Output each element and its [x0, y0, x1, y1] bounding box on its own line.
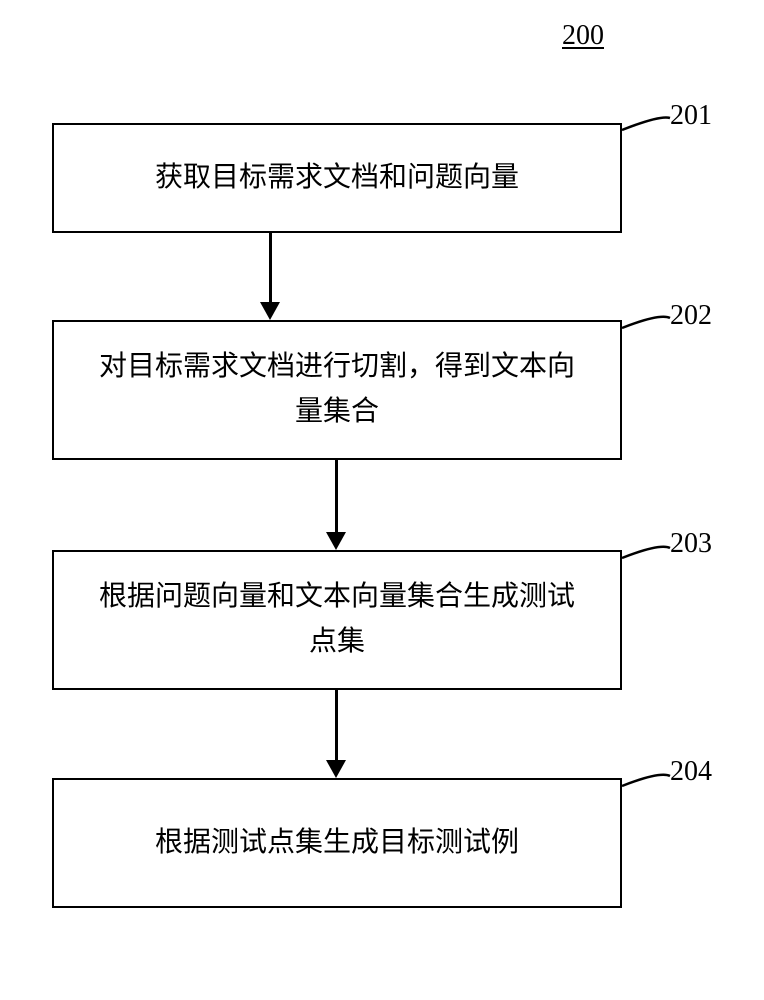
leader-204 — [0, 0, 764, 1000]
arrow-line-n2-n3 — [335, 460, 338, 532]
arrow-head-n1-n2 — [260, 302, 280, 320]
arrow-head-n2-n3 — [326, 532, 346, 550]
arrow-line-n3-n4 — [335, 690, 338, 760]
arrow-line-n1-n2 — [269, 233, 272, 302]
arrow-head-n3-n4 — [326, 760, 346, 778]
flowchart-canvas: 200 获取目标需求文档和问题向量201对目标需求文档进行切割，得到文本向量集合… — [0, 0, 764, 1000]
